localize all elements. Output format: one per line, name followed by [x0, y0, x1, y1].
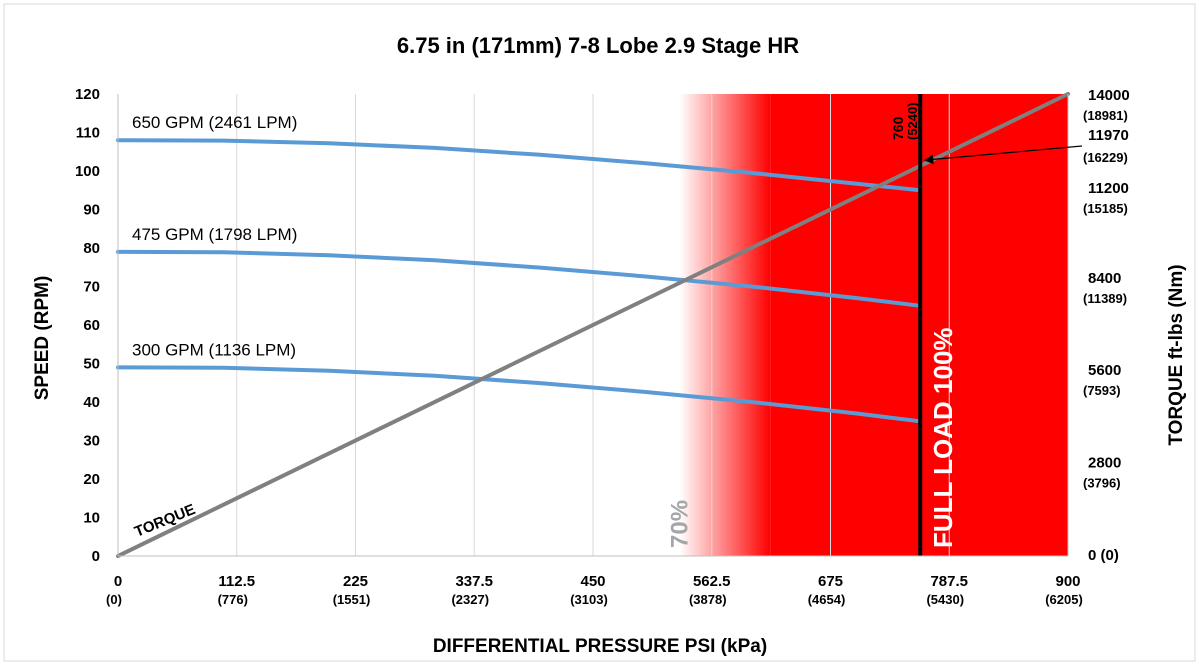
red-gradient-zone — [679, 94, 771, 556]
y2-tick-label: 2800 — [1088, 455, 1121, 472]
x-tick-sublabel: (3878) — [689, 592, 727, 607]
x-tick-sublabel: (3103) — [570, 592, 608, 607]
marker-sublabel: (5240) — [905, 102, 920, 140]
series-label: 300 GPM (1136 LPM) — [132, 340, 296, 359]
y-tick-label: 110 — [76, 125, 100, 142]
y2-tick-sublabel: (18981) — [1083, 108, 1128, 123]
x-tick-sublabel: (2327) — [451, 592, 489, 607]
series-line — [116, 365, 923, 424]
y-tick-label: 10 — [83, 510, 100, 527]
series-layer — [116, 92, 1070, 558]
y2-tick-label: 5600 — [1088, 362, 1121, 379]
y-tick-label: 50 — [83, 356, 100, 373]
y2-axis-title: TORQUE ft-lbs (Nm) — [1166, 264, 1187, 445]
x-tick-label: 112.5 — [218, 573, 255, 590]
x-tick-label: 787.5 — [930, 573, 968, 590]
y-tick-label: 30 — [83, 433, 100, 450]
x-tick-label: 225 — [343, 573, 368, 590]
x-tick-label: 562.5 — [693, 573, 731, 590]
y-axis-title: SPEED (RPM) — [32, 276, 53, 401]
x-tick-label: 337.5 — [455, 573, 493, 590]
y2-tick-label: 11200 — [1088, 180, 1129, 197]
x-tick-sublabel: (6205) — [1045, 592, 1083, 607]
axes-layer: 0 (0) 112.5 (776) 225 (1551) 337.5 (2327) 450 (31… — [75, 86, 1130, 607]
y2-tick-label: 14000 — [1088, 87, 1130, 104]
x-axis-title: DIFFERENTIAL PRESSURE PSI (kPa) — [433, 636, 767, 657]
x-tick-label: 675 — [818, 573, 843, 590]
x-tick-label: 900 — [1055, 573, 1080, 590]
x-tick-sublabel: (5430) — [926, 592, 964, 607]
zone-label-70: 70% — [667, 500, 694, 548]
series-line — [116, 249, 923, 308]
y2-tick-label: 8400 — [1088, 270, 1121, 287]
x-tick-sublabel: (1551) — [333, 592, 371, 607]
series-label: 475 GPM (1798 LPM) — [132, 225, 297, 244]
y2-tick-label: 11970 — [1088, 127, 1129, 144]
x-tick-label: 0 — [114, 573, 122, 590]
y-tick-label: 0 — [92, 548, 100, 565]
marker-label: 760 — [890, 116, 906, 140]
y2-tick-sublabel: (15185) — [1083, 201, 1128, 216]
x-tick-sublabel: (4654) — [808, 592, 846, 607]
y-tick-label: 70 — [83, 279, 100, 296]
y-tick-label: 40 — [83, 394, 100, 411]
y-tick-label: 90 — [83, 202, 100, 219]
chart-title: 6.75 in (171mm) 7-8 Lobe 2.9 Stage HR — [397, 33, 799, 58]
y2-tick-sublabel: (3796) — [1083, 476, 1121, 491]
zone-label-full-load: FULL LOAD 100% — [928, 327, 958, 548]
y2-tick-sublabel: (7593) — [1083, 383, 1121, 398]
y-tick-label: 100 — [75, 163, 100, 180]
y-tick-label: 120 — [75, 86, 100, 103]
x-tick-label: 450 — [580, 573, 605, 590]
y-tick-label: 80 — [83, 240, 100, 257]
x-tick-sublabel: (776) — [218, 592, 248, 607]
y2-tick-sublabel: (16229) — [1083, 150, 1128, 165]
grid-layer — [236, 94, 1069, 556]
y2-tick-sublabel: (11389) — [1083, 291, 1127, 306]
x-tick-sublabel: (0) — [106, 592, 122, 607]
series-label: 650 GPM (2461 LPM) — [132, 113, 297, 132]
labels-layer: 650 GPM (2461 LPM) 475 GPM (1798 LPM) 300 … — [132, 102, 1083, 548]
annotation-arrow — [923, 145, 1083, 165]
y-tick-label: 20 — [83, 471, 100, 488]
y-tick-label: 60 — [83, 317, 100, 334]
zones-layer — [679, 94, 1068, 556]
y2-tick-label: 0 (0) — [1088, 547, 1119, 564]
series-line — [116, 138, 923, 193]
series-line — [116, 92, 1070, 558]
